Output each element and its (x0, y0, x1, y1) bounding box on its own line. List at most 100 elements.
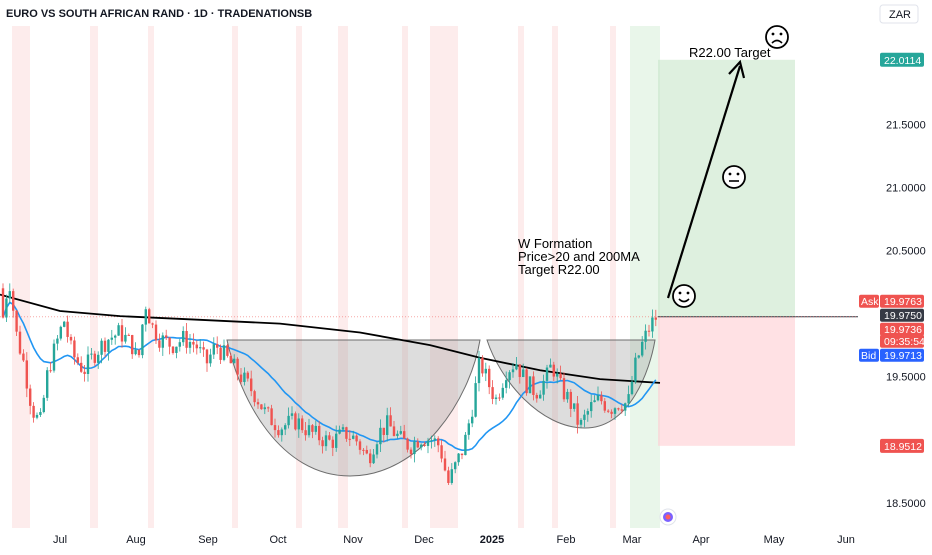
candle[interactable] (25, 352, 28, 398)
candle[interactable] (518, 364, 521, 384)
candle[interactable] (35, 412, 39, 420)
candle[interactable] (464, 432, 467, 456)
candle[interactable] (552, 361, 555, 382)
candle[interactable] (539, 390, 542, 399)
candle[interactable] (607, 409, 610, 414)
candle[interactable] (654, 309, 657, 327)
candle[interactable] (253, 389, 256, 407)
candle[interactable] (80, 356, 83, 373)
candle[interactable] (471, 409, 474, 428)
candle[interactable] (573, 403, 576, 412)
candle[interactable] (341, 424, 345, 432)
candle[interactable] (494, 394, 498, 405)
candle[interactable] (426, 437, 430, 454)
candle[interactable] (127, 333, 130, 336)
candle[interactable] (644, 324, 647, 350)
candle[interactable] (63, 320, 66, 328)
candle[interactable] (267, 406, 270, 412)
candle[interactable] (321, 436, 324, 454)
candle[interactable] (467, 419, 470, 440)
candle[interactable] (195, 340, 198, 355)
candle[interactable] (637, 354, 640, 359)
tradingview-logo-icon[interactable] (659, 508, 677, 526)
candle[interactable] (301, 415, 304, 434)
candle[interactable] (624, 402, 627, 416)
candle[interactable] (423, 441, 426, 447)
candle[interactable] (454, 461, 457, 474)
candle[interactable] (566, 388, 569, 403)
candle[interactable] (15, 310, 18, 337)
candle[interactable] (188, 333, 192, 354)
candle[interactable] (627, 385, 630, 407)
candle[interactable] (124, 327, 127, 344)
candle[interactable] (273, 418, 277, 438)
candle[interactable] (620, 404, 623, 414)
candle[interactable] (559, 365, 562, 381)
candle[interactable] (576, 396, 579, 434)
candle[interactable] (450, 463, 453, 485)
candle[interactable] (556, 368, 559, 384)
candle[interactable] (192, 333, 195, 353)
candle[interactable] (569, 389, 572, 418)
candle[interactable] (545, 364, 549, 389)
candle[interactable] (154, 320, 158, 345)
candle[interactable] (297, 413, 300, 438)
candle[interactable] (443, 450, 447, 472)
candle[interactable] (73, 336, 76, 365)
candle[interactable] (100, 338, 103, 364)
candle[interactable] (498, 393, 501, 402)
candle[interactable] (137, 349, 141, 358)
candle[interactable] (42, 394, 45, 414)
candle[interactable] (86, 346, 90, 382)
candle[interactable] (348, 430, 351, 447)
candle[interactable] (511, 362, 515, 378)
candle[interactable] (219, 344, 222, 365)
candle[interactable] (256, 398, 260, 409)
candle[interactable] (328, 431, 331, 441)
candle[interactable] (549, 358, 552, 368)
candle[interactable] (114, 334, 117, 345)
candle[interactable] (528, 376, 532, 394)
candle[interactable] (542, 374, 545, 401)
candle[interactable] (243, 367, 246, 386)
candle[interactable] (610, 409, 613, 419)
candle[interactable] (161, 332, 164, 356)
candle[interactable] (406, 437, 409, 453)
candle[interactable] (250, 370, 253, 397)
candle[interactable] (22, 349, 25, 362)
candle[interactable] (522, 363, 525, 378)
candle[interactable] (46, 367, 49, 401)
candle[interactable] (263, 403, 266, 415)
candle[interactable] (488, 365, 491, 395)
candle[interactable] (277, 425, 280, 438)
candle[interactable] (1, 283, 5, 319)
candle[interactable] (49, 362, 52, 373)
candle[interactable] (107, 338, 110, 361)
candle[interactable] (433, 435, 436, 447)
candle[interactable] (141, 324, 144, 359)
candle[interactable] (579, 418, 583, 428)
candle[interactable] (216, 336, 219, 355)
candle[interactable] (8, 283, 11, 304)
candle[interactable] (596, 386, 600, 402)
candle[interactable] (501, 383, 504, 400)
candle[interactable] (110, 329, 113, 345)
candle[interactable] (260, 404, 263, 410)
candle[interactable] (233, 354, 236, 364)
candle[interactable] (525, 367, 528, 396)
candle[interactable] (314, 420, 317, 435)
candle[interactable] (382, 427, 385, 443)
candle[interactable] (586, 408, 589, 422)
candle[interactable] (630, 376, 634, 396)
candle[interactable] (76, 353, 79, 366)
candle[interactable] (416, 438, 419, 449)
candle[interactable] (236, 357, 239, 381)
candle[interactable] (120, 318, 124, 348)
candle[interactable] (212, 337, 215, 360)
candle[interactable] (613, 407, 617, 420)
candle[interactable] (165, 329, 168, 341)
candle[interactable] (331, 436, 334, 457)
candle[interactable] (311, 423, 314, 439)
candle[interactable] (52, 339, 56, 373)
candle[interactable] (182, 326, 185, 346)
